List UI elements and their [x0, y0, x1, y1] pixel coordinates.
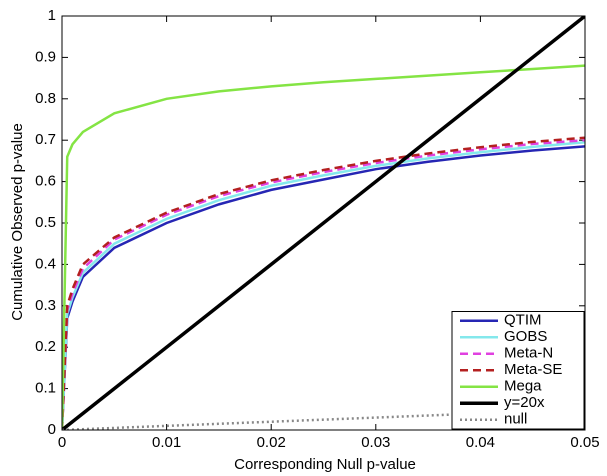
series-group — [62, 16, 585, 430]
legend-label: null — [504, 411, 527, 428]
x-tick-label: 0.04 — [466, 434, 495, 451]
legend-box — [451, 311, 585, 430]
x-tick-label: 0.02 — [257, 434, 286, 451]
legend-label: Mega — [504, 378, 542, 395]
y-tick-label: 0.8 — [35, 90, 56, 107]
legend-label: GOBS — [504, 328, 547, 345]
x-tick-label: 0.05 — [570, 434, 599, 451]
legend-label: y=20x — [504, 394, 545, 411]
legend-label: QTIM — [504, 312, 542, 329]
y-tick-label: 0.3 — [35, 297, 56, 314]
series-line — [62, 136, 585, 430]
legend-label: Meta-SE — [504, 361, 562, 378]
y-tick-label: 1 — [48, 7, 56, 24]
y-axis-label: Cumulative Observed p-value — [9, 123, 26, 321]
series-line — [62, 141, 585, 430]
y-tick-label: 0.2 — [35, 338, 56, 355]
y-tick-label: 0.9 — [35, 48, 56, 65]
legend-label: Meta-N — [504, 345, 553, 362]
x-axis-label: Corresponding Null p-value — [234, 456, 416, 473]
series-line — [62, 16, 585, 430]
x-tick-label: 0.03 — [361, 434, 390, 451]
y-tick-label: 0 — [48, 421, 56, 438]
y-tick-label: 0.1 — [35, 380, 56, 397]
y-tick-label: 0.5 — [35, 214, 56, 231]
y-tick-label: 0.6 — [35, 173, 56, 190]
series-line — [62, 64, 585, 430]
plot-frame — [61, 15, 586, 431]
x-tick-label: 0.01 — [152, 434, 181, 451]
y-tick-label: 0.7 — [35, 131, 56, 148]
series-line — [62, 138, 585, 430]
x-tick-label: 0 — [58, 434, 66, 451]
series-line — [62, 145, 585, 430]
y-tick-label: 0.4 — [35, 255, 56, 272]
